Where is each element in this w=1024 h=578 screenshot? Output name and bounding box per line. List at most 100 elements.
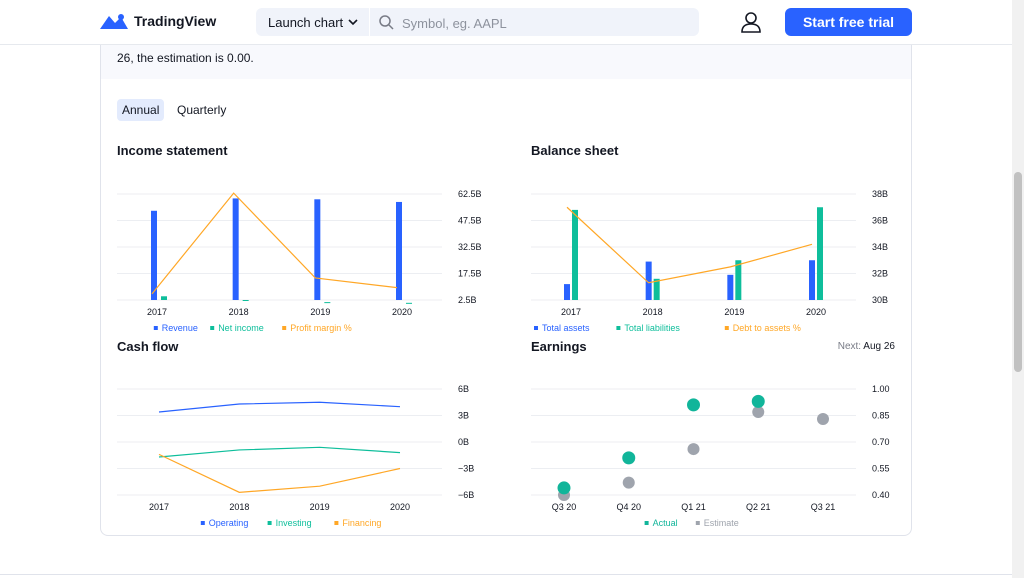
bar-total-assets [645,261,652,300]
legend-swatch [695,521,700,525]
series-line-investing [158,446,401,458]
cash-flow-chart: 6B 3B 0B −3B −6B 2017 2018 2019 2020 Operating Inv… [117,384,474,528]
y-tick-label: 0.70 [872,437,890,447]
y-tick-label: 32.5B [458,242,482,252]
legend-swatch [200,521,205,525]
bar-revenue [314,199,321,300]
y-tick-label: 1.00 [872,384,890,394]
bar-total-liabilities [572,209,578,300]
legend-swatch [153,326,158,330]
bar-total-assets [809,260,815,300]
y-tick-label: 38B [872,189,888,199]
income-statement-chart: 62.5B 47.5B 32.5B 17.5B 2.5B 2017 2018 2019 2020… [117,189,482,333]
income-statement-title: Income statement [117,143,228,158]
x-tick-label: 2020 [806,307,826,317]
y-tick-label: 0.40 [872,490,890,500]
legend-swatch [534,326,538,330]
earnings-title: Earnings [531,339,587,354]
estimate-point [817,413,829,426]
bar-total-liabilities [817,207,823,300]
legend-item: Financing [342,518,381,528]
y-tick-label: −6B [458,490,474,500]
legend-swatch [644,521,649,525]
y-tick-label: 2.5B [458,295,477,305]
x-tick-label: 2018 [643,307,663,317]
legend-swatch [282,326,287,330]
tab-annual[interactable]: Annual [117,99,165,121]
start-free-trial-button[interactable]: Start free trial [785,8,912,36]
y-tick-label: 47.5B [458,216,482,226]
estimate-point [622,476,635,489]
logo[interactable]: TradingView [100,13,216,29]
x-tick-label: Q1 21 [681,502,706,512]
estimation-note-text: 26, the estimation is 0.00. [117,51,254,65]
x-tick-label: 2020 [392,307,412,317]
x-tick-label: 2019 [724,307,744,317]
legend-item: Total assets [542,323,590,333]
series-line-financing [158,453,401,493]
earnings-chart: 1.00 0.85 0.70 0.55 0.40 Q3 20 Q4 20 Q1 21 Q2 21… [531,384,890,528]
y-tick-label: 0B [458,437,469,447]
x-tick-label: Q3 20 [552,502,577,512]
actual-point [622,451,636,465]
bar-total-liabilities [735,260,742,300]
actual-point [751,394,765,408]
launch-chart-button[interactable]: Launch chart [256,8,369,36]
balance-sheet-title: Balance sheet [531,143,619,158]
y-tick-label: 17.5B [458,269,482,279]
search-input[interactable] [400,12,684,34]
bar-net-income [242,300,249,301]
y-tick-label: 36B [872,216,888,226]
tradingview-logo-icon [100,14,128,29]
x-tick-label: 2017 [561,307,581,317]
balance-sheet-chart: 38B 36B 34B 32B 30B 2017 2018 2019 2020 Total ass… [531,189,888,333]
y-tick-label: 3B [458,411,469,421]
scrollbar-thumb[interactable] [1014,172,1022,372]
x-tick-label: 2019 [310,307,330,317]
search-icon [379,15,394,30]
bar-revenue [232,198,239,300]
x-tick-label: Q4 20 [616,502,641,512]
series-line-operating [158,401,401,413]
y-tick-label: 32B [872,269,888,279]
legend-item: Revenue [162,323,198,333]
legend-item: Operating [209,518,249,528]
x-tick-label: Q2 21 [746,502,771,512]
search-box[interactable] [370,8,699,36]
bar-total-liabilities [653,278,660,300]
chevron-down-icon [348,19,358,26]
actual-point [557,481,571,495]
x-tick-label: 2018 [229,307,249,317]
user-icon[interactable] [740,11,762,33]
top-header: TradingView Launch chart Start free tria… [0,0,1012,45]
bar-total-assets [727,274,734,300]
legend-item: Profit margin % [290,323,352,333]
x-tick-label: 2019 [310,502,330,512]
bar-net-income [161,296,167,300]
legend-item: Estimate [704,518,739,528]
y-tick-label: 0.85 [872,411,890,421]
legend-item: Net income [218,323,264,333]
next-earnings-date: Next: Aug 26 [838,341,895,352]
legend-item: Debt to assets % [733,323,801,333]
x-tick-label: 2018 [229,502,249,512]
next-value: Aug 26 [863,341,895,352]
legend-item: Actual [653,518,678,528]
y-tick-label: 0.55 [872,464,890,474]
y-tick-label: 6B [458,384,469,394]
y-tick-label: 34B [872,242,888,252]
bar-net-income [406,302,412,304]
x-tick-label: 2017 [147,307,167,317]
series-line-profit-margin- [151,192,398,295]
legend-item: Investing [276,518,312,528]
series-line-debt-to-assets- [566,206,813,284]
estimate-point [687,443,700,456]
legend-swatch [616,326,621,330]
x-tick-label: 2020 [390,502,410,512]
x-tick-label: Q3 21 [811,502,836,512]
bar-total-assets [564,284,570,300]
y-tick-label: 62.5B [458,189,482,199]
tab-quarterly[interactable]: Quarterly [177,103,227,117]
bar-net-income [324,302,331,304]
logo-text: TradingView [134,13,217,29]
